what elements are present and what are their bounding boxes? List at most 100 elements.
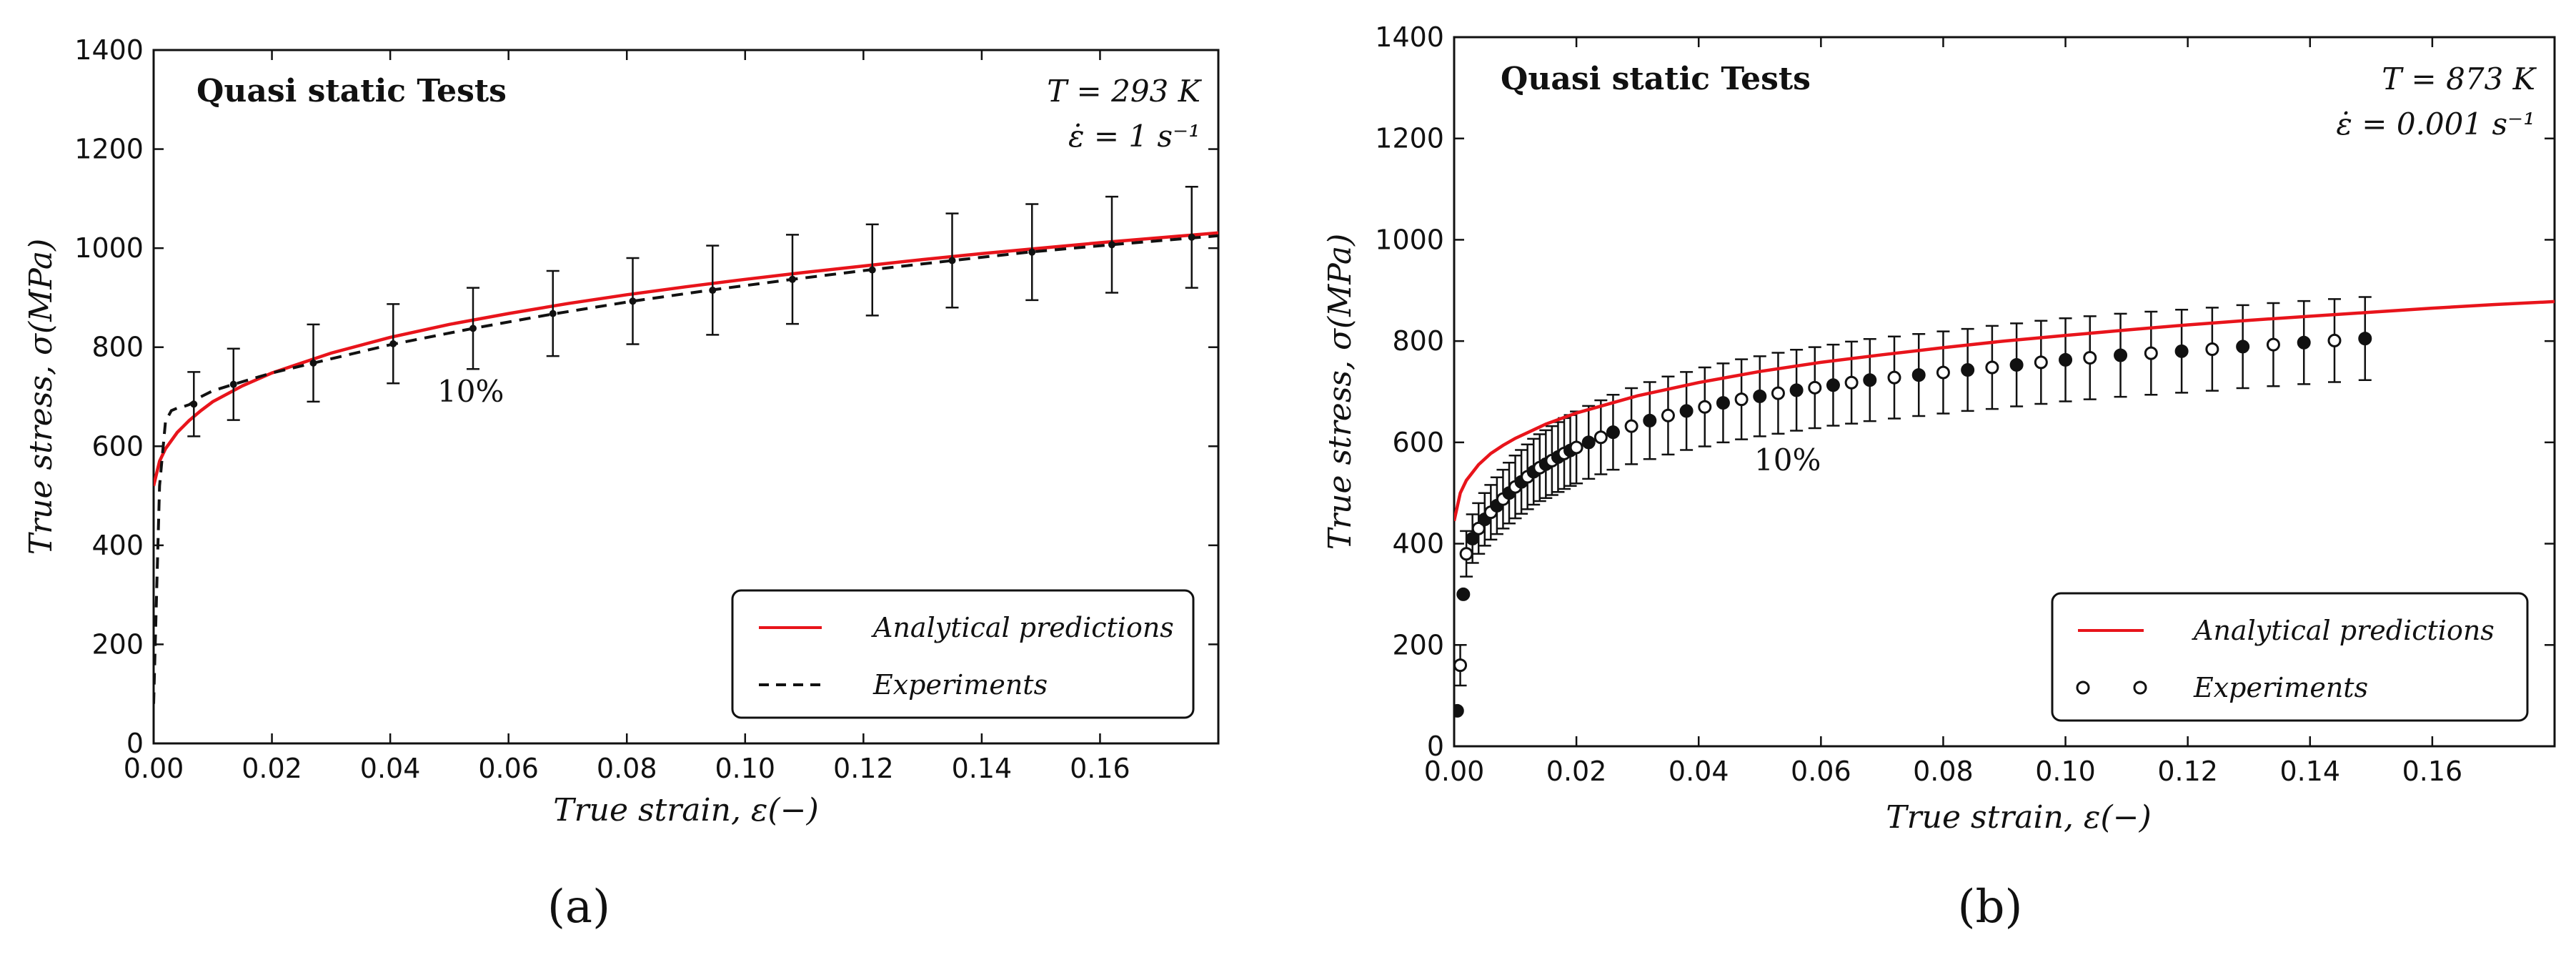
x-tick-label: 0.10: [2035, 756, 2096, 787]
experiment-point: [1887, 370, 1901, 385]
error-bar-point: [469, 325, 477, 332]
error-bars: [187, 185, 1198, 437]
y-tick-label: 1200: [74, 134, 144, 165]
experiment-point: [2034, 355, 2048, 370]
x-tick-label: 0.16: [1070, 753, 1130, 784]
experiment-point: [2059, 352, 2073, 367]
x-tick-label: 0.12: [2157, 756, 2218, 787]
x-tick-label: 0.08: [597, 753, 657, 784]
experiment-point: [1643, 413, 1657, 427]
experiment-point: [1606, 425, 1620, 440]
legend-label-analytical: Analytical predictions: [2192, 615, 2495, 646]
experiment-point: [1569, 440, 1583, 455]
analytical-prediction-line: [154, 231, 1218, 487]
experiment-point: [2174, 344, 2189, 358]
experiment-point: [1911, 368, 1926, 382]
experiment-point: [2266, 337, 2280, 352]
y-tick-label: 1200: [1375, 123, 1444, 154]
experiment-point: [1826, 378, 1840, 392]
experiment-point: [1624, 419, 1638, 433]
y-tick-label: 800: [91, 332, 144, 363]
experiment-point: [2114, 348, 2128, 362]
x-tick-label: 0.02: [242, 753, 302, 784]
y-axis-label: True stress, σ(MPa): [1322, 234, 1358, 550]
x-tick-label: 0.02: [1546, 756, 1607, 787]
experiment-point: [1454, 703, 1464, 718]
y-tick-label: 600: [1392, 427, 1444, 458]
temperature-label: T = 873 K: [2382, 61, 2537, 97]
chart-title: Quasi static Tests: [197, 73, 507, 109]
error-bar-point: [948, 257, 956, 264]
experiment-point: [1661, 408, 1675, 422]
x-axis-label: True strain, ε(−): [553, 792, 818, 828]
x-tick-label: 0.12: [833, 753, 894, 784]
error-bar-point: [309, 359, 317, 367]
y-tick-label: 0: [1427, 731, 1444, 762]
x-tick-label: 0.00: [124, 753, 184, 784]
temperature-label: T = 293 K: [1047, 74, 1202, 109]
legend: Analytical predictions Experiments: [2051, 592, 2529, 722]
experiment-point: [1985, 360, 1999, 375]
error-bar-point: [229, 380, 237, 388]
error-bar-point: [789, 275, 796, 283]
x-tick-label: 0.00: [1424, 756, 1485, 787]
legend-label-analytical: Analytical predictions: [871, 612, 1174, 643]
error-bar-point: [389, 340, 397, 347]
error-bar-point: [190, 400, 198, 408]
x-tick-label: 0.14: [2279, 756, 2340, 787]
experiment-point: [1593, 430, 1608, 445]
y-tick-label: 1400: [1375, 21, 1444, 53]
error-bar-point: [709, 287, 717, 295]
x-tick-label: 0.10: [715, 753, 775, 784]
experiment-point: [1771, 386, 1785, 400]
data-series: [1454, 300, 2555, 718]
legend-label-experiments: Experiments: [2193, 672, 2368, 703]
y-tick-label: 0: [126, 728, 144, 759]
experiment-point: [2297, 335, 2311, 350]
annotation-label: 10%: [437, 374, 504, 409]
legend-label-experiments: Experiments: [872, 669, 1048, 701]
experiment-point: [2009, 357, 2024, 372]
x-tick-label: 0.08: [1913, 756, 1974, 787]
x-axis-label: True strain, ε(−): [1886, 799, 2151, 836]
error-bar-point: [629, 297, 637, 305]
experiment-point: [1454, 658, 1468, 673]
experiment-point: [1961, 363, 1975, 377]
experiment-point: [1808, 380, 1822, 395]
experiment-point: [1844, 375, 1859, 390]
y-tick-label: 200: [91, 628, 144, 660]
legend-marker-experiments: [2133, 681, 2147, 695]
error-bar-point: [549, 310, 557, 317]
experiment-point: [1936, 365, 1950, 380]
experiment-point: [1581, 435, 1596, 450]
experiment-point: [1698, 400, 1712, 414]
chart-panel-a: 0.00 0.02 0.04 0.06 0.08 0.10 0.12 0.14 0.16 0 200…: [23, 34, 1220, 934]
experiment-point: [2144, 346, 2158, 360]
panel-label-b: (b): [1958, 881, 2023, 934]
x-tick-label: 0.16: [2402, 756, 2463, 787]
plot-area-frame: [1453, 36, 2556, 748]
y-axis-label: True stress, σ(MPa): [23, 239, 59, 555]
panel-label-a: (a): [547, 881, 610, 934]
x-tick-label: 0.14: [952, 753, 1013, 784]
y-tick-label: 1000: [74, 232, 144, 264]
x-tick-label: 0.06: [478, 753, 539, 784]
y-tick-label: 800: [1392, 325, 1444, 357]
plot-area-frame: [152, 49, 1220, 745]
y-tick-label: 400: [1392, 528, 1444, 560]
y-tick-label: 600: [91, 430, 144, 462]
experiment-point: [1863, 373, 1877, 387]
experiment-point: [1466, 531, 1480, 545]
annotation-label: 10%: [1754, 442, 1821, 478]
error-bar-point: [1188, 233, 1195, 241]
x-tick-label: 0.04: [360, 753, 421, 784]
legend-marker-experiments: [2076, 681, 2090, 695]
chart-panel-b: 0.00 0.02 0.04 0.06 0.08 0.10 0.12 0.14 0.16 0 200…: [1322, 21, 2556, 934]
chart-title: Quasi static Tests: [1501, 61, 1811, 97]
error-bar-point: [1108, 241, 1115, 249]
experiment-point: [1456, 587, 1471, 601]
experiment-point: [2358, 332, 2372, 346]
experiment-point: [1716, 396, 1730, 410]
experiment-point: [1753, 389, 1767, 403]
